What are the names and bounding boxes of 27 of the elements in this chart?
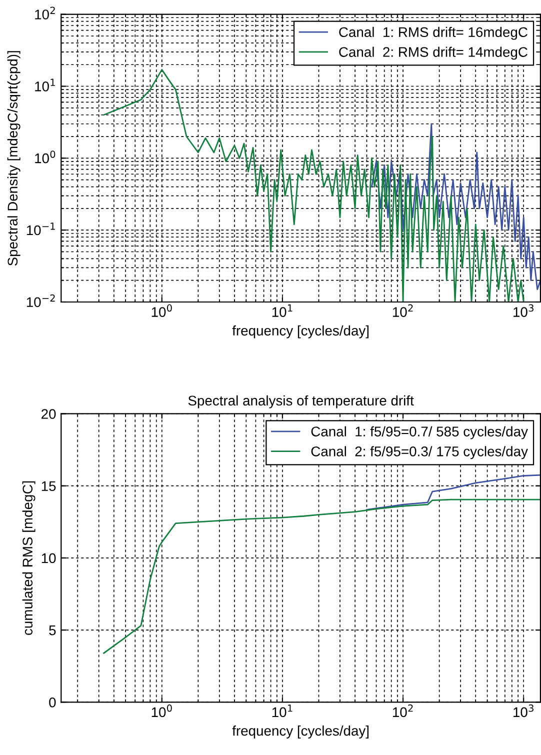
x-tick-label: 10$^{3}$ xyxy=(514,704,534,718)
chart-title: Spectral analysis of temperature drift xyxy=(188,395,414,408)
y-tick-label: 10 xyxy=(42,553,56,564)
y-tick-label: 10$^{−1}$ xyxy=(26,222,55,236)
y-tick-label: 15 xyxy=(42,481,56,492)
y-tick-label: 20 xyxy=(42,409,56,419)
legend-label: Canal 1: f5/95=0.7/ 585 cycles/day xyxy=(311,426,528,440)
y-tick-label: 0 xyxy=(49,697,56,708)
y-axis-title: Spectral Density [mdegC/sqrt(cpd)] xyxy=(7,51,20,266)
y-tick-label: 10$^{0}$ xyxy=(35,150,56,164)
legend-label: Canal 2: RMS drift= 14mdegC xyxy=(339,46,528,60)
x-tick-label: 10$^{2}$ xyxy=(392,704,413,718)
x-axis-title: frequency [cycles/day] xyxy=(232,726,369,738)
y-tick-label: 10$^{1}$ xyxy=(35,78,55,92)
x-tick-label: 10$^{3}$ xyxy=(514,304,534,317)
y-tick-label: 10$^{−2}$ xyxy=(26,294,55,308)
legend-label: Canal 1: RMS drift= 16mdegC xyxy=(339,26,528,40)
x-tick-label: 10$^{0}$ xyxy=(152,304,172,317)
x-axis-title: frequency [cycles/day] xyxy=(232,325,369,338)
x-tick-label: 10$^{1}$ xyxy=(272,304,292,317)
y-tick-label: 5 xyxy=(49,626,56,636)
x-tick-label: 10$^{1}$ xyxy=(272,704,292,718)
legend-label: Canal 2: f5/95=0.3/ 175 cycles/day xyxy=(311,446,528,460)
y-tick-label: 10$^{2}$ xyxy=(35,6,55,20)
x-tick-label: 10$^{0}$ xyxy=(152,704,172,718)
x-tick-label: 10$^{2}$ xyxy=(392,304,413,317)
y-axis-title: cumulated RMS [mdegC] xyxy=(22,481,36,635)
